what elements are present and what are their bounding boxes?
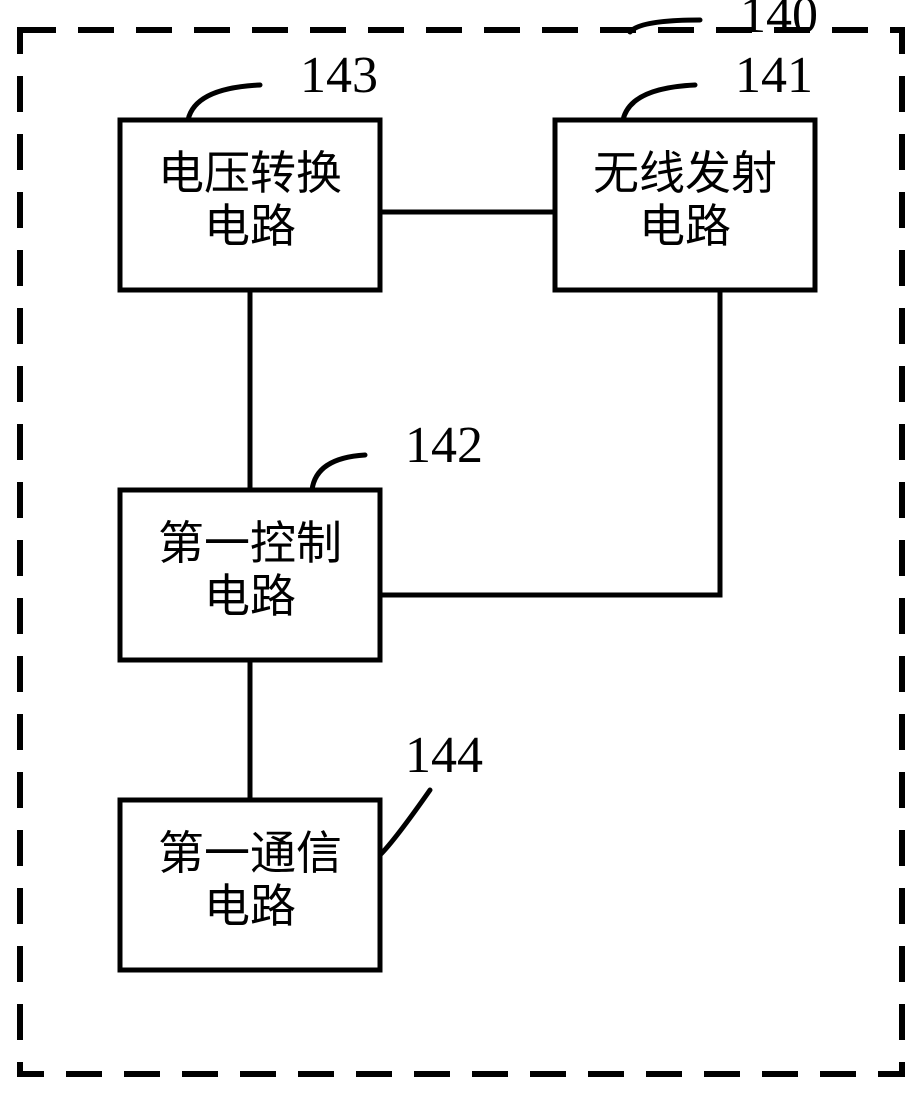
node-label-142-line1: 电路	[204, 571, 296, 622]
node-label-142-line0: 第一控制	[158, 518, 342, 569]
callout-label-143: 143	[300, 47, 378, 104]
node-label-141-line0: 无线发射	[593, 148, 777, 199]
callout-label-141: 141	[735, 47, 813, 104]
node-label-143-line0: 电压转换	[158, 148, 342, 199]
node-142: 第一控制电路	[120, 490, 380, 660]
node-label-143-line1: 电路	[204, 201, 296, 252]
node-label-144-line1: 电路	[204, 881, 296, 932]
callout-label-140: 140	[740, 0, 818, 44]
node-144: 第一通信电路	[120, 800, 380, 970]
node-141: 无线发射电路	[555, 120, 815, 290]
callout-label-142: 142	[405, 417, 483, 474]
block-diagram: 电压转换电路无线发射电路第一控制电路第一通信电路140143141142144	[0, 0, 922, 1094]
node-label-141-line1: 电路	[639, 201, 731, 252]
callout-label-144: 144	[405, 727, 483, 784]
node-143: 电压转换电路	[120, 120, 380, 290]
node-label-144-line0: 第一通信	[158, 828, 342, 879]
